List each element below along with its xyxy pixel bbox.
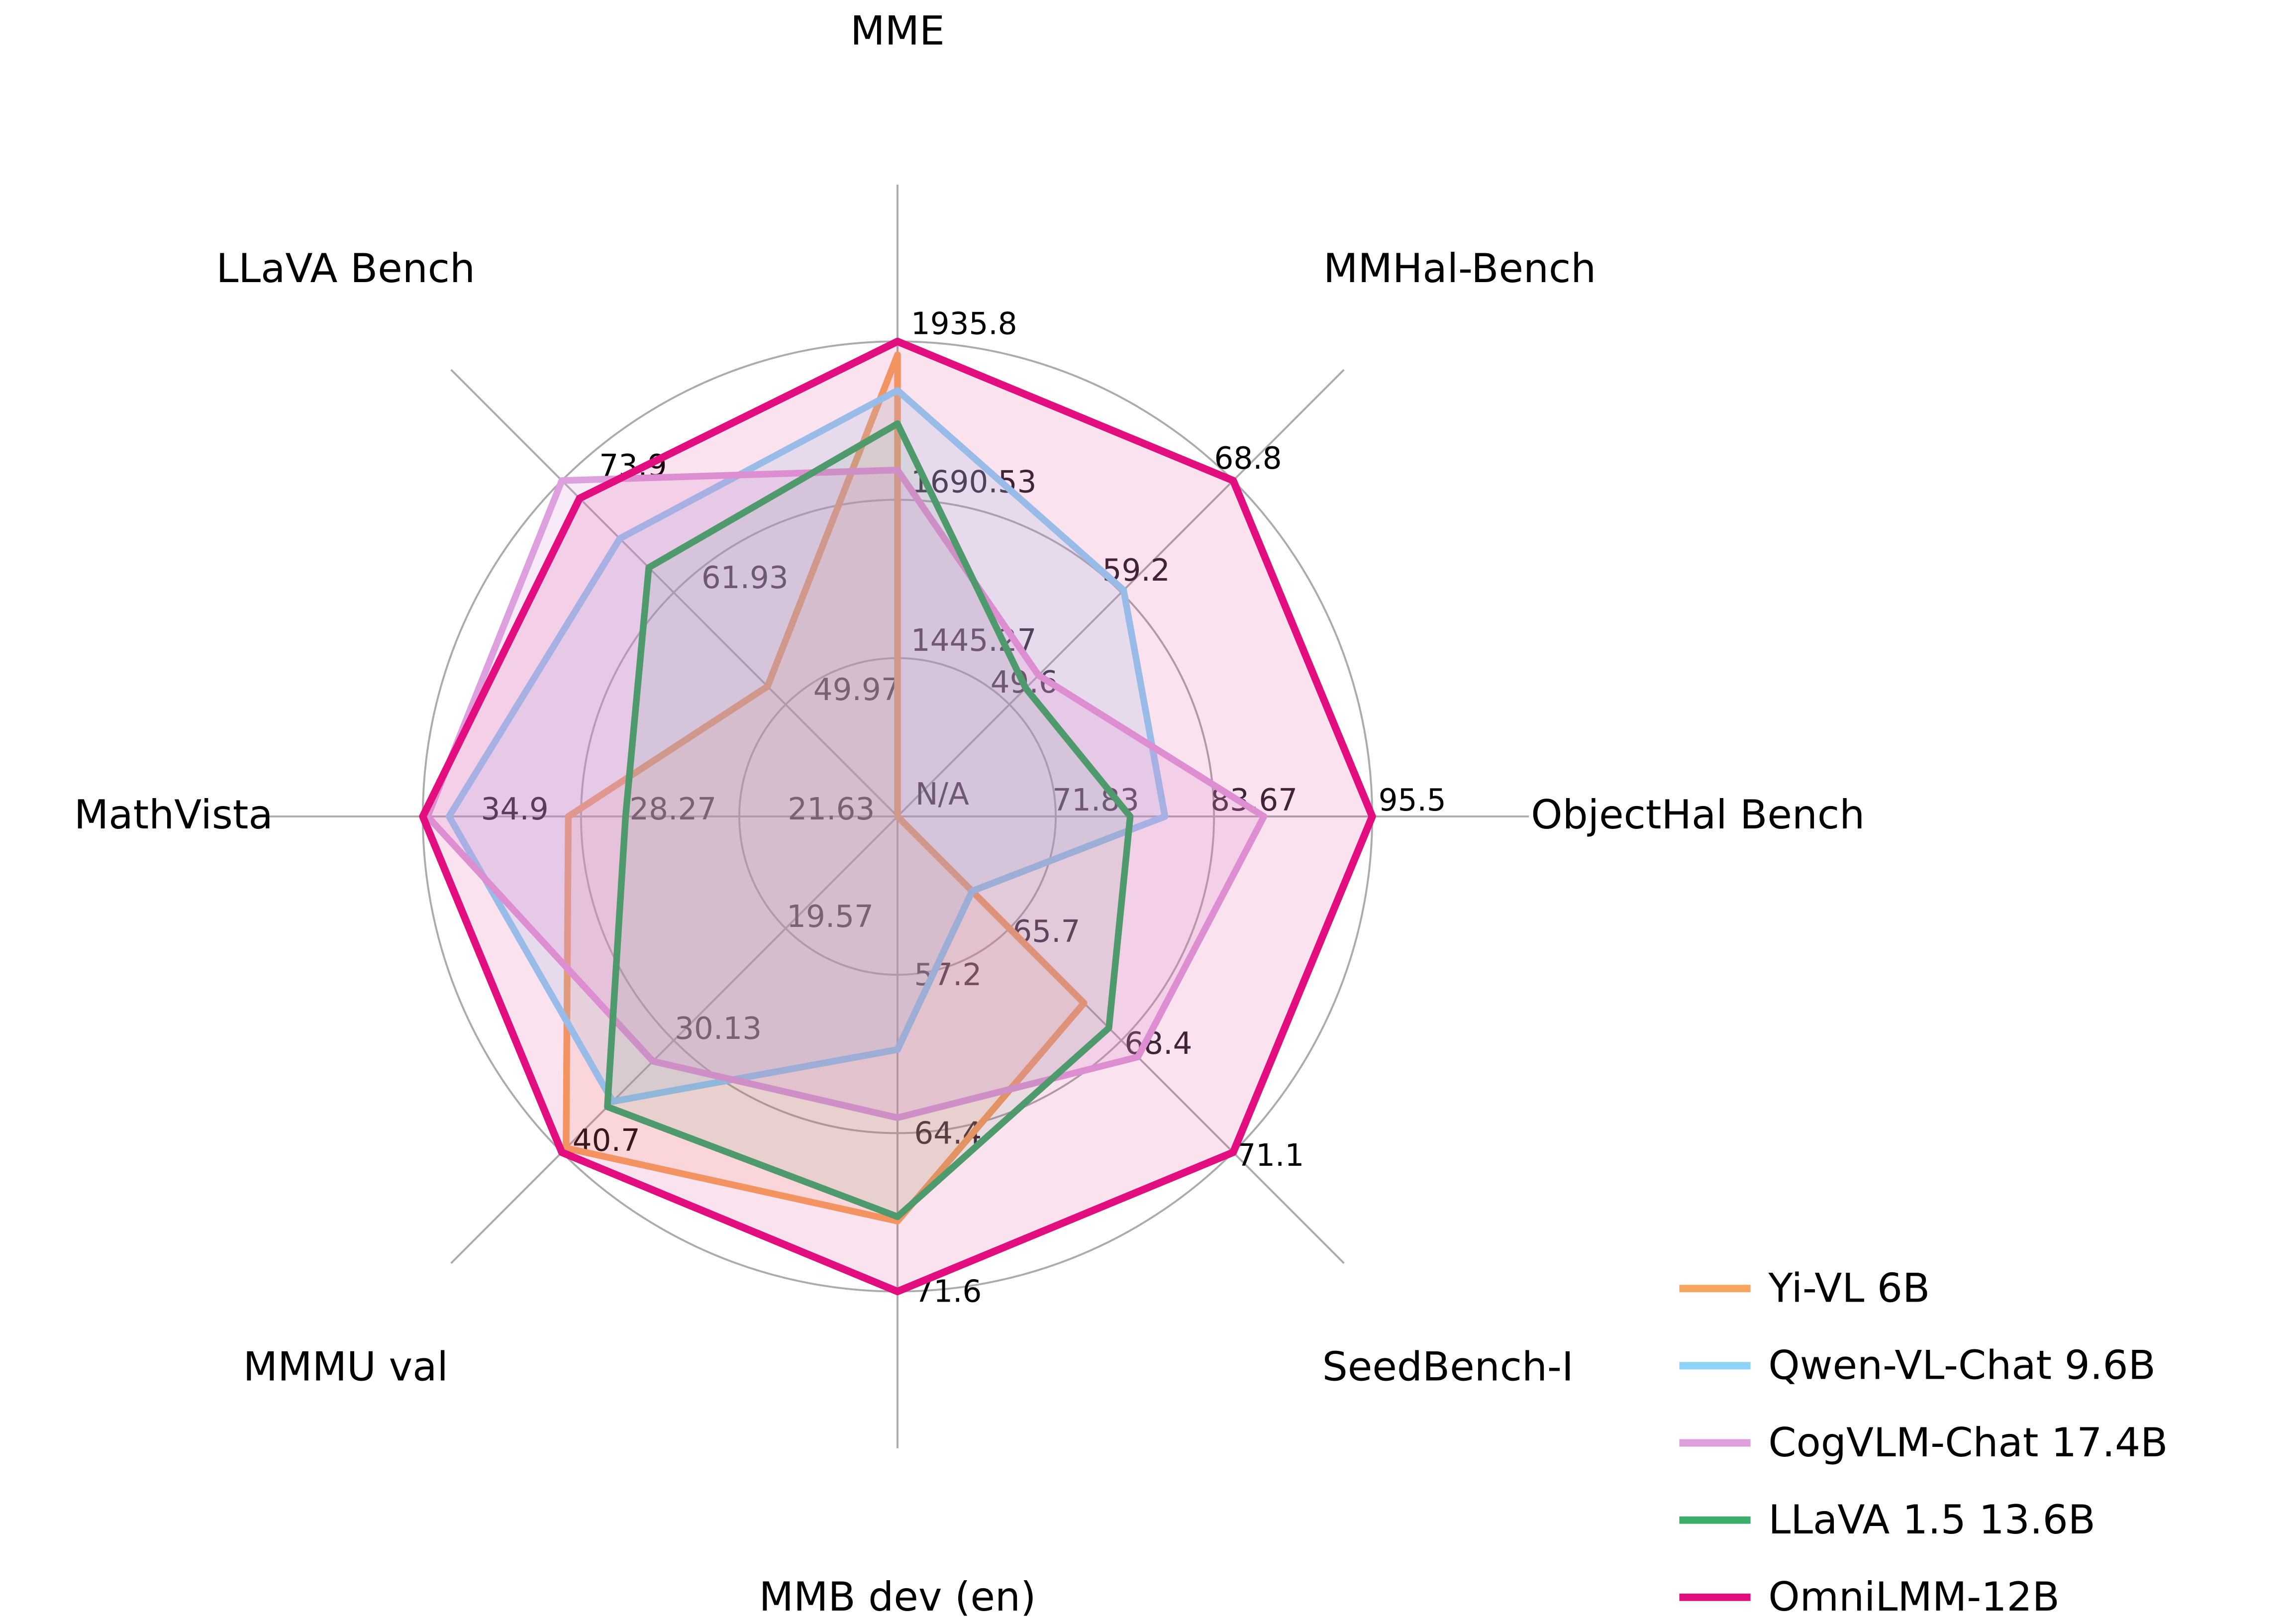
axis-title-mathvista: MathVista xyxy=(74,791,273,838)
legend-item-cogvlm-chat-17-4b: CogVLM-Chat 17.4B xyxy=(1679,1419,2168,1466)
axis-tick-label: 28.27 xyxy=(629,792,716,827)
legend: Yi-VL 6B Qwen-VL-Chat 9.6B CogVLM-Chat 17.… xyxy=(1679,1265,2168,1620)
legend-item-qwen-vl-chat-9-6b: Qwen-VL-Chat 9.6B xyxy=(1679,1342,2156,1389)
legend-item-label: Yi-VL 6B xyxy=(1768,1265,1930,1312)
axis-spoke xyxy=(450,369,898,817)
series-polygon-yi-vl-6b xyxy=(563,351,1088,1224)
legend-item-omnilmm-12b: OmniLMM-12B xyxy=(1679,1573,2060,1620)
series-polygon-omnilmm-12b xyxy=(419,337,1376,1296)
axis-tick-label: 34.9 xyxy=(481,792,549,827)
axis-title-objecthal-bench: ObjectHal Bench xyxy=(1531,791,1865,838)
legend-item-label: LLaVA 1.5 13.6B xyxy=(1768,1496,2095,1543)
axis-center-na-label: N/A xyxy=(915,777,969,812)
series-polygon-qwen-vl-chat-9-6b xyxy=(445,387,1169,1105)
axis-tick-label: 49.97 xyxy=(813,672,900,708)
legend-item-label: CogVLM-Chat 17.4B xyxy=(1768,1419,2168,1466)
legend-item-yi-vl-6b: Yi-VL 6B xyxy=(1679,1265,1930,1312)
series-polygon-llava-1-5-13-6b xyxy=(604,420,1134,1220)
axis-tick-label: 95.5 xyxy=(1379,783,1446,818)
axis-title-mmb-dev-en-: MMB dev (en) xyxy=(759,1573,1036,1620)
axis-title-llava-bench: LLaVA Bench xyxy=(216,245,475,292)
axis-title-mmhal-bench: MMHal-Bench xyxy=(1323,245,1596,292)
axis-tick-label: 19.57 xyxy=(787,899,874,934)
axis-tick-label: 71.1 xyxy=(1236,1138,1304,1173)
axis-title-mmmu-val: MMMU val xyxy=(243,1343,448,1390)
axis-tick-label: 21.63 xyxy=(788,792,875,827)
axis-tick-label: 30.13 xyxy=(675,1011,762,1046)
axis-spoke xyxy=(897,369,1345,817)
legend-item-label: Qwen-VL-Chat 9.6B xyxy=(1768,1342,2156,1389)
axis-tick-label: 68.8 xyxy=(1214,441,1282,476)
axis-title-mme: MME xyxy=(850,7,945,54)
legend-item-label: OmniLMM-12B xyxy=(1768,1573,2060,1620)
axis-spoke xyxy=(450,815,898,1264)
axis-title-seedbench-i: SeedBench-I xyxy=(1322,1343,1574,1390)
axis-tick-label: 61.93 xyxy=(701,560,789,596)
series-polygon-cogvlm-chat-17-4b xyxy=(424,466,1268,1121)
axis-tick-label: 1935.8 xyxy=(911,306,1017,341)
legend-item-llava-1-5-13-6b: LLaVA 1.5 13.6B xyxy=(1679,1496,2095,1543)
